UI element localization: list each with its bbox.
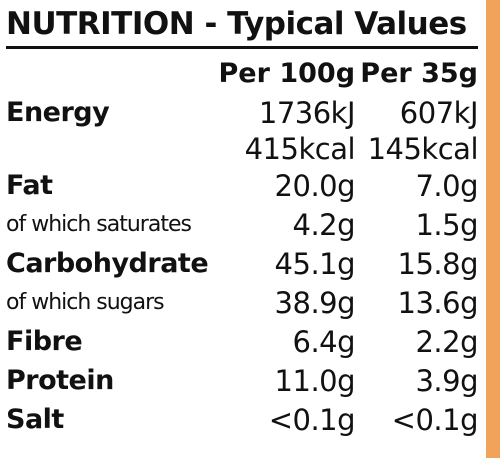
row-label: of which sugars	[6, 290, 165, 315]
row-label: Energy	[6, 97, 110, 128]
row-label: Fat	[6, 170, 53, 201]
value-per-35g: <0.1g	[391, 402, 479, 437]
header-row: Per 100g Per 35g	[6, 53, 478, 93]
value-per-100g: 415kcal	[244, 132, 356, 166]
packaging-edge	[486, 0, 500, 458]
row-label: Fibre	[6, 326, 83, 357]
table-row-energy-kcal: 415kcal 145kcal	[6, 132, 479, 166]
value-per-100g: 38.9g	[274, 285, 356, 320]
value-per-35g: 2.2g	[415, 324, 478, 359]
value-per-100g: 45.1g	[274, 246, 356, 281]
value-per-35g: 15.8g	[397, 246, 479, 281]
row-label: Carbohydrate	[6, 248, 209, 279]
row-label: Salt	[6, 404, 64, 435]
value-per-100g: 1736kJ	[258, 95, 356, 130]
value-per-35g: 3.9g	[415, 363, 478, 398]
value-per-35g: 7.0g	[415, 168, 478, 203]
value-per-100g: 20.0g	[274, 168, 356, 203]
value-per-35g: 1.5g	[415, 207, 478, 242]
value-per-35g: 145kcal	[367, 132, 479, 166]
value-per-100g: 11.0g	[274, 363, 356, 398]
value-per-100g: 4.2g	[292, 207, 356, 242]
value-per-100g: <0.1g	[268, 402, 356, 437]
table-row-sugars: of which sugars 38.9g 13.6g	[6, 283, 478, 322]
value-per-35g: 607kJ	[399, 95, 479, 130]
value-per-35g: 13.6g	[397, 285, 479, 320]
row-label: Protein	[6, 365, 114, 396]
header-per-35g: Per 35g	[360, 57, 478, 89]
value-per-100g: 6.4g	[292, 324, 356, 359]
header-per-100g: Per 100g	[218, 57, 356, 89]
table-row-salt: Salt <0.1g <0.1g	[6, 400, 478, 439]
row-label	[6, 132, 208, 166]
header-label-cell	[6, 53, 208, 93]
nutrition-title: NUTRITION - Typical Values	[6, 4, 478, 49]
table-row-fibre: Fibre 6.4g 2.2g	[6, 322, 478, 361]
row-label: of which saturates	[6, 212, 192, 237]
table-row-carbohydrate: Carbohydrate 45.1g 15.8g	[6, 244, 478, 283]
table-row-saturates: of which saturates 4.2g 1.5g	[6, 205, 478, 244]
table-row-fat: Fat 20.0g 7.0g	[6, 166, 478, 205]
table-row-protein: Protein 11.0g 3.9g	[6, 361, 478, 400]
table-row-energy-kj: Energy 1736kJ 607kJ	[6, 93, 478, 132]
nutrition-table: Per 100g Per 35g Energy 1736kJ 607kJ 415…	[6, 53, 478, 439]
